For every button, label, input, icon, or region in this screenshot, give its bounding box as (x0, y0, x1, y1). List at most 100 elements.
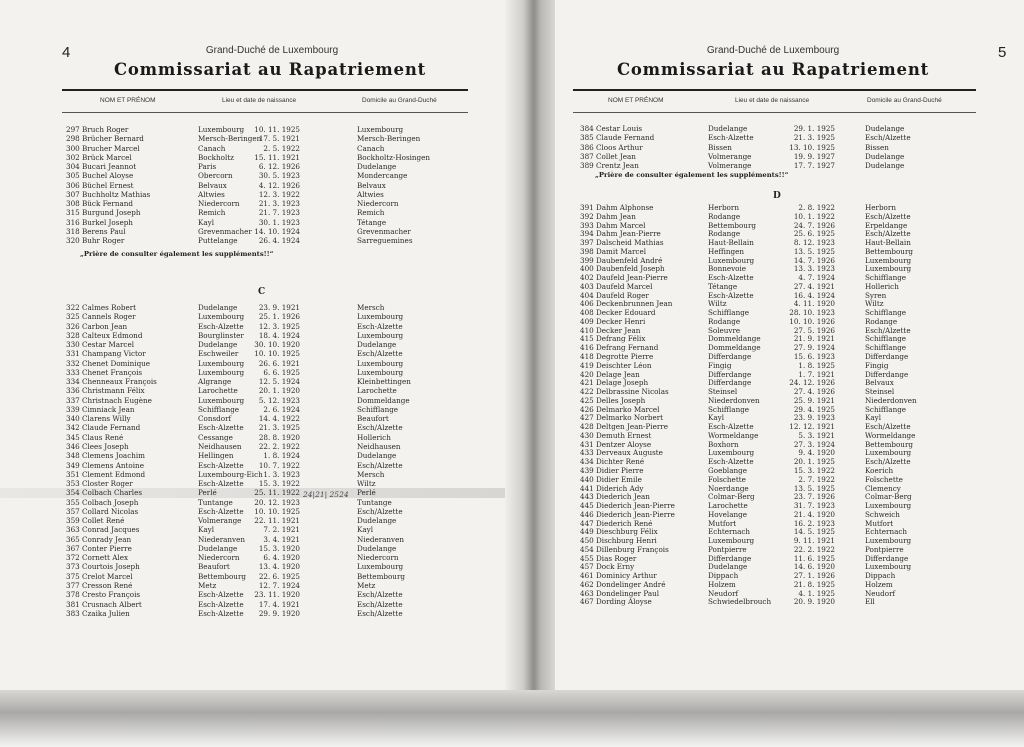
entry-domicile: Tétange (357, 217, 387, 227)
entry-birthdate: 23. 11. 1920 (254, 590, 300, 600)
entry-birthplace: Perlé (198, 488, 217, 498)
entry-birthdate: 20. 9. 1920 (793, 597, 835, 607)
entry-birthdate: 25. 1. 1926 (258, 312, 300, 322)
entry-birthplace: Hovelange (708, 509, 747, 519)
table-row: 383 Czaika Julien Esch-Alzette 29. 9. 1920… (0, 609, 515, 618)
table-row: 297 Bruch Roger Luxembourg 10. 11. 1925 Lux… (0, 125, 515, 134)
entry-birthplace: Esch-Alzette (198, 423, 244, 433)
entry-name: 433 Derveaux Auguste (580, 448, 663, 458)
entry-birthplace: Differdange (708, 369, 752, 379)
entry-birthdate: 17. 7. 1927 (793, 161, 835, 170)
entry-name: 342 Claude Fernand (66, 423, 141, 433)
entry-domicile: Luxembourg (357, 330, 404, 340)
entry-birthdate: 28. 10. 1923 (789, 308, 835, 318)
entry-birthdate: 5. 12. 1923 (258, 395, 300, 405)
entry-birthdate: 29. 9. 1920 (258, 608, 300, 618)
entry-birthdate: 26. 4. 1924 (258, 236, 300, 245)
entry-birthplace: Mersch-Beringen (198, 134, 262, 144)
entry-birthdate: 4. 7. 1924 (798, 273, 835, 283)
entry-domicile: Esch/Alzette (357, 423, 403, 433)
table-row: 430 Demuth Ernest Wormeldange 5. 3. 1921 Wo… (555, 430, 1024, 441)
table-row: 300 Brucher Marcel Canach 2. 5. 1922 Canach (0, 144, 515, 153)
entry-domicile: Luxembourg (865, 448, 912, 458)
entry-domicile: Dommeldange (357, 395, 410, 405)
entry-birthdate: 27. 9. 1924 (793, 343, 835, 353)
entry-birthplace: Heffingen (708, 246, 745, 256)
entry-birthdate: 6. 4. 1920 (263, 553, 300, 563)
entry-birthplace: Esch-Alzette (708, 422, 754, 432)
entry-birthplace: Luxembourg (198, 395, 245, 405)
table-row: 439 Didier Pierre Goeblange 15. 3. 1922 Koe… (555, 466, 1024, 476)
table-row: 447 Diederich René Mutfort 16. 2. 1923 Mutf… (555, 519, 1024, 529)
entry-name: 384 Cestar Louis (580, 124, 643, 133)
entry-birthplace: Wormeldange (708, 430, 759, 440)
table-row: 386 Cloos Arthur Bissen 13. 10. 1925 Bissen (555, 143, 1024, 152)
entry-name: 434 Dichter René (580, 457, 645, 467)
table-row: 340 Clarens Willy Consdorf 14. 4. 1922 Beau… (0, 414, 515, 423)
entry-birthplace: Luxembourg (708, 536, 755, 546)
table-row: 328 Calteux Edmond Bourglinster 18. 4. 192… (0, 331, 515, 340)
entry-domicile: Esch/Alzette (357, 608, 403, 618)
entry-birthdate: 18. 4. 1924 (258, 330, 300, 340)
entry-birthplace: Esch-Alzette (198, 321, 244, 331)
table-row: 446 Diederich Jean-Pierre Hovelange 21. 4.… (555, 509, 1024, 520)
entry-name: 373 Courtois Joseph (66, 562, 140, 572)
entry-domicile: Syren (865, 290, 887, 300)
entry-birthdate: 21. 3. 1925 (258, 423, 300, 433)
entry-domicile: Ell (865, 597, 875, 607)
entry-birthplace: Dudelange (198, 340, 238, 350)
entry-birthplace: Eschweiler (198, 349, 239, 359)
entry-domicile: Dudelange (357, 451, 397, 461)
table-row: 461 Dominicy Arthur Dippach 27. 1. 1926 Dip… (555, 571, 1024, 581)
entry-name: 415 Defrang Félix (580, 334, 646, 344)
entry-birthplace: Grevenmacher (198, 226, 252, 236)
entry-name: 333 Chenet François (66, 367, 143, 377)
header-rule (573, 89, 976, 91)
entry-birthplace: Bourglinster (198, 330, 244, 340)
entry-birthplace: Pontpierre (708, 544, 747, 554)
entry-birthdate: 6. 6. 1925 (263, 367, 300, 377)
left-page: 4 Grand-Duché de Luxembourg Commissariat… (0, 0, 515, 700)
entry-domicile: Hollerich (865, 281, 899, 291)
entry-birthdate: 31. 7. 1923 (793, 501, 835, 511)
entry-domicile: Metz (357, 580, 376, 590)
table-row: 325 Cannels Roger Luxembourg 25. 1. 1926 Lu… (0, 312, 515, 321)
right-page: 5 Grand-Duché de Luxembourg Commissariat… (555, 0, 1024, 700)
entry-birthdate: 2. 5. 1922 (263, 143, 300, 153)
entry-name: 443 Diederich Jean (580, 492, 650, 502)
entry-domicile: Luxembourg (357, 562, 404, 572)
entry-name: 375 Crelot Marcel (66, 571, 133, 581)
entry-name: 402 Daufeld Jean-Pierre (580, 273, 668, 283)
entry-birthdate: 15. 3. 1920 (258, 543, 300, 553)
entry-birthdate: 21. 9. 1921 (793, 334, 835, 344)
entry-birthdate: 11. 6. 1925 (793, 553, 835, 563)
entry-birthplace: Bettembourg (708, 220, 756, 230)
entry-domicile: Remich (357, 208, 385, 218)
entry-birthplace: Luxembourg (198, 125, 245, 134)
entry-name: 348 Clemens Joachim (66, 451, 145, 461)
entry-domicile: Schweich (865, 509, 900, 519)
entry-birthdate: 26. 6. 1921 (258, 358, 300, 368)
entry-birthplace: Noerdange (708, 483, 749, 493)
entry-birthdate: 30. 1. 1923 (258, 217, 300, 227)
table-row: 403 Daufeld Marcel Tétange 27. 4. 1921 Holl… (555, 281, 1024, 292)
entry-domicile: Esch/Alzette (357, 599, 403, 609)
entries-list: 391 Dahm Alphonse Herborn 2. 8. 1922 Herbor… (555, 203, 1024, 607)
entry-name: 331 Champang Victor (66, 349, 146, 359)
table-row: 455 Dias Roger Differdange 11. 6. 1925 Diff… (555, 553, 1024, 564)
entry-domicile: Esch/Alzette (865, 457, 911, 467)
table-row: 443 Diederich Jean Colmar-Berg 23. 7. 1926… (555, 492, 1024, 502)
entry-birthdate: 2. 7. 1922 (798, 474, 835, 484)
entry-birthplace: Luxembourg (198, 358, 245, 368)
entry-birthplace: Altwies (198, 189, 225, 199)
entry-name: 421 Delage Joseph (580, 378, 649, 388)
entry-domicile: Differdange (865, 553, 909, 563)
entry-birthdate: 13. 5. 1925 (793, 246, 835, 256)
entry-birthplace: Soleuvre (708, 325, 741, 335)
entry-domicile: Wormeldange (865, 430, 916, 440)
table-row: 377 Cresson René Metz 12. 7. 1924 Metz (0, 581, 515, 590)
entry-name: 463 Dondelinger Paul (580, 588, 660, 598)
entry-birthdate: 15. 6. 1923 (793, 352, 835, 362)
entry-birthdate: 4. 1. 1925 (798, 588, 835, 598)
entry-birthplace: Algrange (198, 377, 232, 387)
